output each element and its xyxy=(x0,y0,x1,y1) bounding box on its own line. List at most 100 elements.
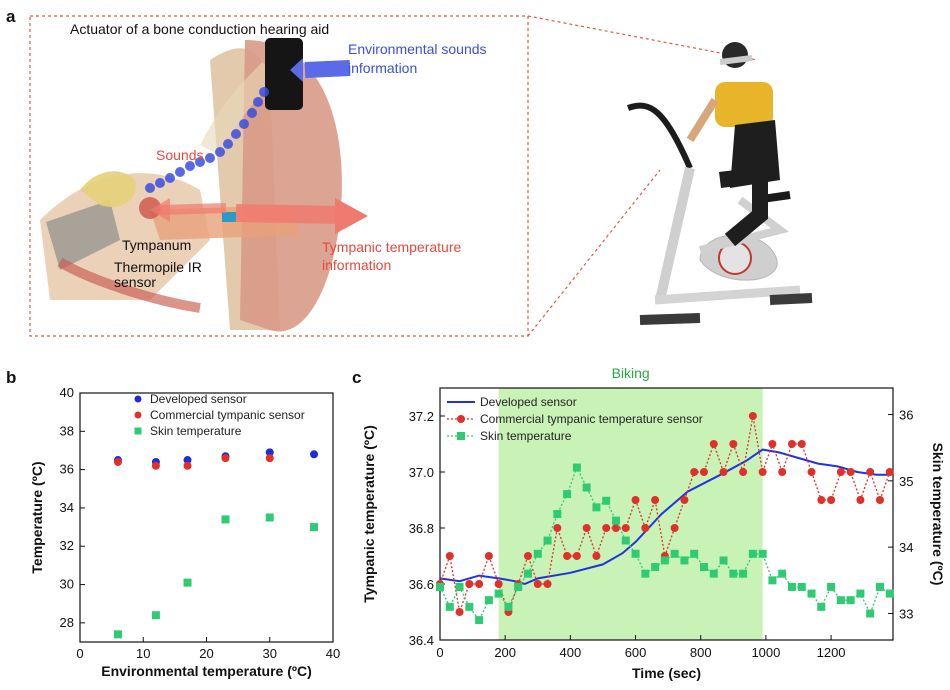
data-point-c xyxy=(484,596,493,605)
y-tick-label-c: 36.8 xyxy=(409,521,434,536)
data-point-c xyxy=(807,589,816,598)
data-point-b xyxy=(113,457,122,466)
data-point-c xyxy=(719,468,728,476)
data-point-c xyxy=(827,496,836,504)
x-tick-label-c: 400 xyxy=(560,645,582,660)
environmental-sounds-label: Environmental sounds xyxy=(348,41,487,57)
data-point-c xyxy=(680,496,689,504)
panel-b-letter: b xyxy=(6,368,16,387)
data-point-c xyxy=(484,552,493,560)
x-axis-label-b: Environmental temperature (ºC) xyxy=(101,663,312,679)
data-point-b xyxy=(265,448,274,457)
data-point-c xyxy=(494,580,503,588)
y-tick-label-b: 38 xyxy=(60,423,74,438)
legend-marker-b xyxy=(134,411,142,419)
data-point-c xyxy=(748,412,757,420)
y-tick-label-b: 36 xyxy=(60,462,74,477)
data-point-c xyxy=(797,440,806,448)
data-point-c xyxy=(680,556,689,565)
y-axis-label-c: Tympanic temperature (ºC) xyxy=(361,425,377,603)
data-point-c xyxy=(533,549,542,558)
data-point-c xyxy=(885,589,894,598)
data-point-c xyxy=(768,576,777,585)
data-point-c xyxy=(866,609,875,618)
data-point-c xyxy=(709,569,718,578)
series-line-developed xyxy=(439,448,890,586)
data-point-c xyxy=(690,468,699,476)
data-point-c xyxy=(641,569,650,578)
data-point-b xyxy=(221,515,230,524)
zoom-connector-top xyxy=(527,15,758,61)
y-tick-label-b: 40 xyxy=(60,385,74,400)
data-point-b xyxy=(183,456,192,465)
legend-marker-b xyxy=(134,395,142,403)
data-point-b xyxy=(183,578,192,587)
zoom-frame xyxy=(29,15,529,337)
data-point-c xyxy=(651,563,660,572)
data-point-c xyxy=(739,468,748,476)
data-point-c xyxy=(455,608,464,616)
tympanum-label: Tympanum xyxy=(122,237,191,253)
data-point-b xyxy=(265,454,274,463)
x-tick-label-c: 800 xyxy=(690,645,712,660)
legend-marker-c xyxy=(457,415,465,423)
data-point-b xyxy=(113,630,122,639)
data-point-c xyxy=(553,524,562,532)
data-point-c xyxy=(856,589,865,598)
panel-c-letter: c xyxy=(352,368,361,387)
data-point-c xyxy=(670,549,679,558)
chart-b: 0 10 20 30 40 28 30 32 34 36 38 40 Environmental tem… xyxy=(29,385,340,679)
y-tick-label-b: 28 xyxy=(60,615,74,630)
plot-frame-c xyxy=(439,387,894,641)
data-point-c xyxy=(748,549,757,558)
data-point-c xyxy=(787,582,796,591)
legend-label-c: Commercial tympanic temperature sensor xyxy=(480,412,703,426)
data-point-c xyxy=(817,602,826,611)
data-point-c xyxy=(817,496,826,504)
y2-tick-label-c: 33 xyxy=(899,606,913,621)
thermopile-label-1: Thermopile IR xyxy=(114,259,202,275)
x-tick-label-b: 40 xyxy=(326,646,340,661)
data-point-c xyxy=(885,468,894,476)
ear-anatomy-illustration xyxy=(40,38,368,332)
y2-tick-label-c: 34 xyxy=(899,540,913,555)
data-point-c xyxy=(533,580,542,588)
data-point-c xyxy=(563,490,572,499)
data-point-c xyxy=(523,569,532,578)
tympanic-information-label: information xyxy=(322,257,391,273)
y-tick-label-c: 37.0 xyxy=(409,465,434,480)
data-point-c xyxy=(807,468,816,476)
data-point-c xyxy=(572,552,581,560)
legend-label-b: Commercial tympanic sensor xyxy=(150,408,305,422)
legend-label-c: Developed sensor xyxy=(480,395,577,409)
y-axis-label-b: Temperature (ºC) xyxy=(29,461,45,573)
data-point-c xyxy=(836,596,845,605)
x-tick-label-c: 200 xyxy=(494,645,516,660)
data-point-c xyxy=(543,536,552,545)
data-point-c xyxy=(563,552,572,560)
data-point-c xyxy=(846,596,855,605)
y-tick-label-b: 32 xyxy=(60,538,74,553)
biking-title: Biking xyxy=(612,365,650,381)
data-point-c xyxy=(572,463,581,472)
legend-label-c: Skin temperature xyxy=(480,429,572,443)
data-point-c xyxy=(631,496,640,504)
thermopile-label-2: sensor xyxy=(114,274,156,290)
data-point-c xyxy=(739,569,748,578)
panel-a-letter: a xyxy=(6,7,16,26)
data-point-c xyxy=(787,440,796,448)
y-tick-label-c: 36.6 xyxy=(409,577,434,592)
y2-axis-label-c: Skin temperature (ºC) xyxy=(930,443,946,586)
data-point-c xyxy=(729,440,738,448)
sounds-label: Sounds xyxy=(156,147,203,163)
data-point-c xyxy=(836,468,845,476)
data-point-c xyxy=(592,552,601,560)
data-point-c xyxy=(651,496,660,504)
data-point-c xyxy=(631,549,640,558)
data-point-c xyxy=(611,516,620,525)
chart-c: Biking 0 200 400 600 800 1000 1200 36.4 36.6 36.8 3… xyxy=(361,365,946,681)
y-tick-label-b: 34 xyxy=(60,500,74,515)
data-point-c xyxy=(875,582,884,591)
data-point-c xyxy=(778,569,787,578)
